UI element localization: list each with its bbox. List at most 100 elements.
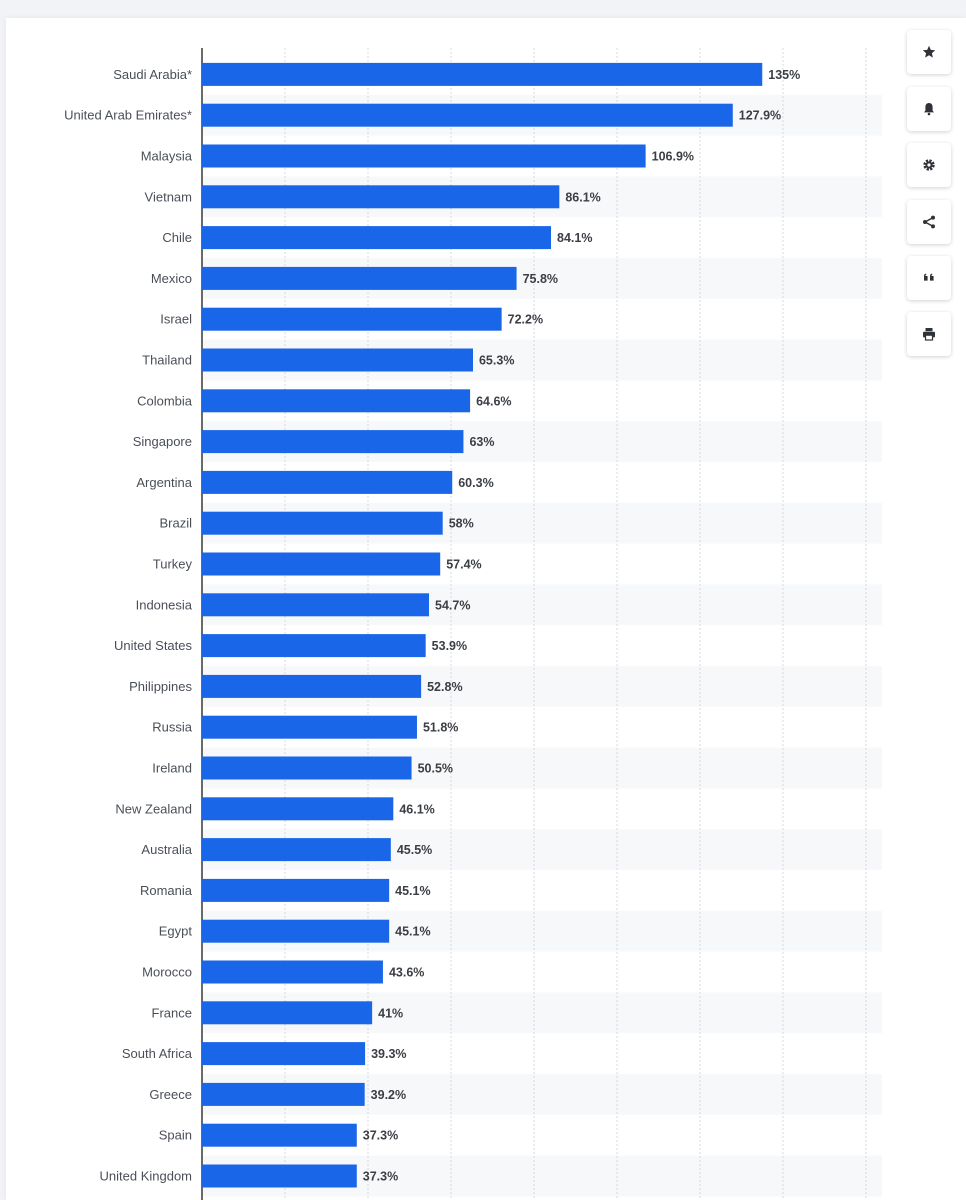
bar[interactable]	[202, 62, 763, 86]
value-label: 43.6%	[389, 966, 424, 980]
value-label: 52.8%	[427, 680, 462, 694]
category-label: Mexico	[151, 271, 192, 286]
value-label: 64.6%	[476, 394, 511, 408]
bar[interactable]	[202, 1042, 366, 1066]
print-icon	[923, 328, 935, 341]
category-label: Singapore	[133, 434, 192, 449]
category-label: Romania	[140, 883, 193, 898]
bar[interactable]	[202, 348, 473, 372]
value-label: 39.3%	[371, 1047, 406, 1061]
share-icon	[923, 215, 935, 229]
bar[interactable]	[202, 1164, 357, 1188]
bar[interactable]	[202, 593, 430, 617]
value-label: 127.9%	[739, 109, 781, 123]
value-label: 50.5%	[418, 762, 453, 776]
cite-button[interactable]	[907, 256, 951, 300]
value-label: 57.4%	[446, 558, 481, 572]
value-label: 37.3%	[363, 1170, 398, 1184]
category-label: Chile	[162, 230, 192, 245]
category-label: Philippines	[129, 679, 192, 694]
category-label: Egypt	[159, 924, 193, 939]
bars	[202, 62, 763, 1188]
bar[interactable]	[202, 674, 422, 698]
category-label: Colombia	[137, 393, 193, 408]
category-label: New Zealand	[115, 801, 192, 816]
gear-icon	[923, 159, 935, 171]
settings-button[interactable]	[907, 143, 951, 187]
category-label: Vietnam	[145, 189, 192, 204]
star-icon	[922, 45, 936, 58]
category-label: Saudi Arabia*	[113, 67, 192, 82]
value-label: 41%	[378, 1006, 403, 1020]
bar[interactable]	[202, 266, 517, 290]
value-label: 45.1%	[395, 925, 430, 939]
category-label: Greece	[149, 1087, 192, 1102]
value-label: 51.8%	[423, 721, 458, 735]
value-label: 45.5%	[397, 843, 432, 857]
bell-icon	[924, 103, 934, 116]
share-button[interactable]	[907, 200, 951, 244]
category-label: United Arab Emirates*	[64, 108, 192, 123]
print-button[interactable]	[907, 312, 951, 356]
bar[interactable]	[202, 144, 646, 168]
category-label: France	[152, 1005, 192, 1020]
category-label: Israel	[160, 312, 192, 327]
favorite-button[interactable]	[907, 30, 951, 74]
bar[interactable]	[202, 552, 441, 576]
bar-chart: Saudi Arabia* United Arab Emirates* Malays…	[64, 48, 882, 1200]
category-label: United States	[114, 638, 193, 653]
value-label: 72.2%	[508, 313, 543, 327]
value-label: 58%	[449, 517, 474, 531]
bar[interactable]	[202, 185, 560, 209]
bar[interactable]	[202, 878, 390, 902]
bar[interactable]	[202, 1123, 357, 1147]
category-label: Spain	[159, 1128, 192, 1143]
category-labels: Saudi Arabia* United Arab Emirates* Malays…	[64, 67, 193, 1184]
value-label: 45.1%	[395, 884, 430, 898]
category-label: Thailand	[142, 353, 192, 368]
category-label: Argentina	[136, 475, 192, 490]
value-label: 37.3%	[363, 1129, 398, 1143]
bar[interactable]	[202, 430, 464, 454]
bar[interactable]	[202, 919, 390, 943]
value-label: 84.1%	[557, 231, 592, 245]
category-label: Malaysia	[141, 149, 193, 164]
category-label: South Africa	[122, 1046, 193, 1061]
value-label: 135%	[768, 68, 800, 82]
value-labels: 135% 127.9% 106.9% 86.1% 84.1% 75.8% 72.2% 65.3…	[363, 68, 800, 1184]
bar[interactable]	[202, 838, 391, 862]
category-label: Australia	[141, 842, 192, 857]
category-label: Turkey	[153, 557, 193, 572]
value-label: 39.2%	[371, 1088, 406, 1102]
value-label: 46.1%	[399, 802, 434, 816]
bar[interactable]	[202, 389, 471, 413]
value-label: 54.7%	[435, 598, 470, 612]
category-label: Ireland	[152, 761, 192, 776]
category-label: Morocco	[142, 965, 192, 980]
category-label: Indonesia	[136, 597, 193, 612]
value-label: 86.1%	[565, 190, 600, 204]
bar[interactable]	[202, 1082, 365, 1106]
value-label: 53.9%	[432, 639, 467, 653]
value-label: 75.8%	[523, 272, 558, 286]
quote-icon	[924, 273, 934, 281]
bar[interactable]	[202, 307, 502, 331]
bar[interactable]	[202, 511, 443, 535]
chart-card: Saudi Arabia* United Arab Emirates* Malays…	[6, 18, 966, 1200]
bar[interactable]	[202, 226, 552, 250]
bar[interactable]	[202, 756, 412, 780]
category-label: Russia	[152, 720, 193, 735]
category-label: United Kingdom	[100, 1169, 193, 1184]
bar[interactable]	[202, 634, 426, 658]
category-label: Brazil	[159, 516, 192, 531]
bar[interactable]	[202, 103, 733, 127]
bar[interactable]	[202, 797, 394, 821]
value-label: 60.3%	[458, 476, 493, 490]
bar[interactable]	[202, 470, 453, 494]
value-label: 106.9%	[652, 150, 694, 164]
notification-button[interactable]	[907, 87, 951, 131]
bar[interactable]	[202, 1001, 373, 1025]
bar[interactable]	[202, 960, 383, 984]
value-label: 63%	[469, 435, 494, 449]
bar[interactable]	[202, 715, 417, 739]
